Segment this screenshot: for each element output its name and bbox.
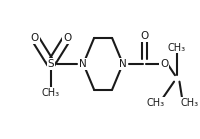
Text: N: N [118, 59, 126, 69]
Text: O: O [140, 31, 148, 41]
Text: CH₃: CH₃ [42, 88, 60, 98]
Text: CH₃: CH₃ [145, 98, 163, 108]
Text: CH₃: CH₃ [179, 98, 197, 108]
Text: CH₃: CH₃ [167, 43, 185, 53]
Text: O: O [63, 33, 71, 43]
Text: S: S [47, 59, 54, 69]
Text: O: O [159, 59, 167, 69]
Text: N: N [79, 59, 87, 69]
Text: O: O [31, 33, 39, 43]
